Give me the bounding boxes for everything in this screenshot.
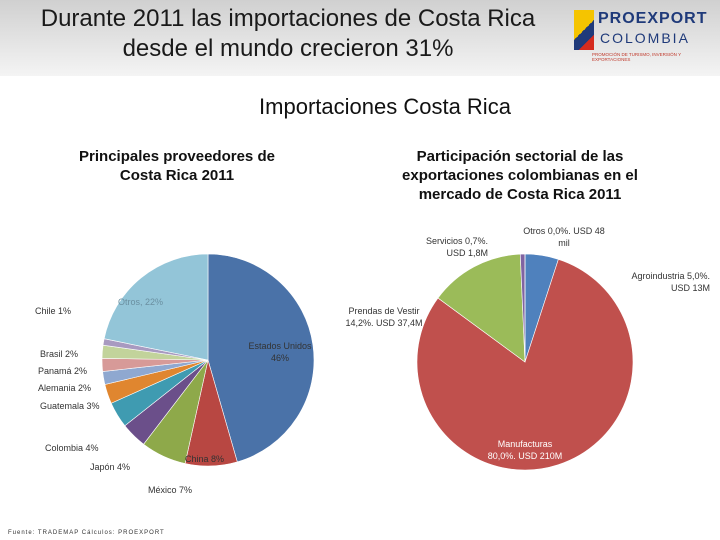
data-label: Manufacturas 80,0%. USD 210M — [487, 439, 563, 461]
data-label: Chile 1% — [35, 306, 72, 316]
data-label: Colombia 4% — [45, 443, 99, 453]
logo-sub: COLOMBIA — [600, 30, 690, 46]
header-band — [0, 0, 720, 76]
data-label: Panamá 2% — [38, 366, 88, 376]
data-label: Brasil 2% — [40, 349, 79, 359]
data-label: China 8% — [185, 454, 225, 464]
pie-slice — [103, 253, 209, 361]
chart-title: Participación sectorial de las exportaci… — [402, 148, 638, 203]
logo: PROEXPORT — [598, 10, 708, 27]
logo-icon — [574, 10, 594, 50]
tagline: PROMOCIÓN DE TURISMO, INVERSIÓN Y EXPORT… — [592, 52, 682, 62]
pie-slice — [207, 253, 315, 463]
data-label: Otros, 22% — [118, 297, 164, 307]
heading: Importaciones Costa Rica — [259, 94, 511, 119]
data-label: Guatemala 3% — [40, 401, 100, 411]
slide-title: Durante 2011 las importaciones de Costa … — [40, 5, 536, 62]
data-label: Japón 4% — [90, 462, 131, 472]
source: Fuente: TRADEMAP Cálculos: PROEXPORT — [8, 530, 165, 536]
data-label: Agroindustria 5,0%. USD 13M — [631, 271, 710, 293]
data-label: Alemania 2% — [38, 383, 92, 393]
chart-title: Principales proveedores de Costa Rica 20… — [79, 148, 275, 184]
pie-slice — [437, 253, 526, 363]
data-label: Estados Unidos 46% — [248, 341, 312, 363]
data-label: México 7% — [148, 485, 193, 495]
data-label: Otros 0,0%. USD 48 mil — [523, 226, 605, 248]
data-label: Servicios 0,7%. USD 1,8M — [425, 236, 488, 258]
pie-slice — [416, 258, 634, 471]
data-label: Prendas de Vestir 14,2%. USD 37,4M — [345, 306, 423, 328]
